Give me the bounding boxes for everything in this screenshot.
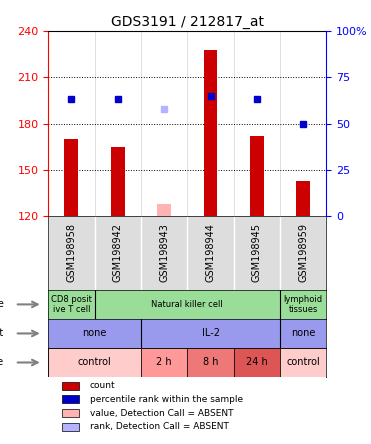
Bar xyxy=(157,204,171,216)
Text: GSM198958: GSM198958 xyxy=(66,223,76,282)
Text: time: time xyxy=(0,357,4,368)
Text: control: control xyxy=(286,357,320,368)
Text: lymphoid
tissues: lymphoid tissues xyxy=(284,295,323,314)
Text: GSM198945: GSM198945 xyxy=(252,223,262,282)
Bar xyxy=(62,423,79,431)
FancyBboxPatch shape xyxy=(280,348,326,377)
Text: value, Detection Call = ABSENT: value, Detection Call = ABSENT xyxy=(90,408,233,417)
Text: cell type: cell type xyxy=(0,299,4,309)
Text: GSM198959: GSM198959 xyxy=(298,223,308,282)
Text: GSM198943: GSM198943 xyxy=(159,223,169,282)
Text: IL-2: IL-2 xyxy=(201,329,220,338)
Text: 24 h: 24 h xyxy=(246,357,268,368)
Text: control: control xyxy=(78,357,111,368)
FancyBboxPatch shape xyxy=(234,348,280,377)
Text: none: none xyxy=(291,329,315,338)
Text: rank, Detection Call = ABSENT: rank, Detection Call = ABSENT xyxy=(90,423,229,432)
Bar xyxy=(250,136,264,216)
Bar xyxy=(111,147,125,216)
Text: GSM198944: GSM198944 xyxy=(206,223,216,282)
Bar xyxy=(65,139,78,216)
Text: Natural killer cell: Natural killer cell xyxy=(151,300,223,309)
FancyBboxPatch shape xyxy=(141,348,187,377)
Text: GSM198942: GSM198942 xyxy=(113,223,123,282)
Text: CD8 posit
ive T cell: CD8 posit ive T cell xyxy=(51,295,92,314)
Bar xyxy=(204,50,217,216)
Bar xyxy=(62,382,79,390)
Text: agent: agent xyxy=(0,329,4,338)
Title: GDS3191 / 212817_at: GDS3191 / 212817_at xyxy=(111,15,264,29)
FancyBboxPatch shape xyxy=(48,348,141,377)
FancyBboxPatch shape xyxy=(187,348,234,377)
Bar xyxy=(296,181,310,216)
Bar xyxy=(62,409,79,417)
Text: 8 h: 8 h xyxy=(203,357,218,368)
Bar xyxy=(62,395,79,403)
Text: 2 h: 2 h xyxy=(156,357,172,368)
Text: percentile rank within the sample: percentile rank within the sample xyxy=(90,395,243,404)
Text: none: none xyxy=(82,329,107,338)
Text: count: count xyxy=(90,381,116,390)
